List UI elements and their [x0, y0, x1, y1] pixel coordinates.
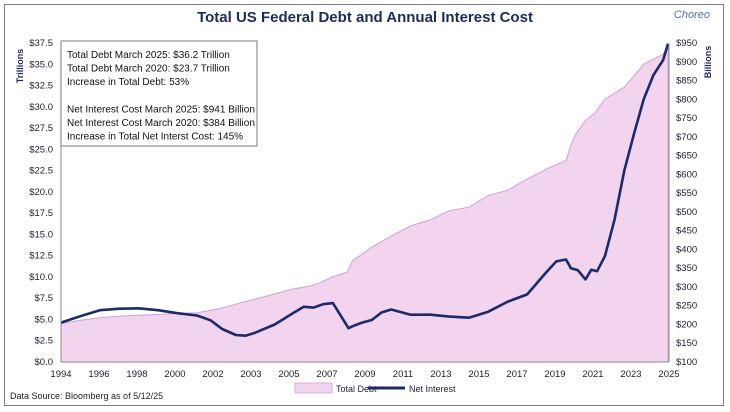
x-tick-label: 2000 — [164, 369, 185, 380]
right-axis-title: Billions — [703, 46, 713, 79]
right-tick-label: $300 — [676, 282, 697, 293]
left-tick-label: $37.5 — [29, 38, 53, 49]
right-tick-label: $450 — [676, 226, 697, 237]
right-tick-label: $350 — [676, 263, 697, 274]
left-tick-label: $2.5 — [35, 336, 54, 347]
right-tick-label: $800 — [676, 94, 697, 105]
annotation-line: Increase in Total Debt: 53% — [67, 77, 189, 88]
right-tick-label: $850 — [676, 76, 697, 87]
right-tick-label: $900 — [676, 57, 697, 68]
x-tick-label: 2007 — [316, 369, 337, 380]
annotation-line: Net Interest Cost March 2020: $384 Billi… — [67, 118, 255, 129]
left-tick-label: $12.5 — [29, 251, 53, 262]
x-tick-label: 2002 — [202, 369, 223, 380]
left-tick-label: $20.0 — [29, 187, 53, 198]
axes: $0.0 $2.5 $5.0 $7.5 $10.0 $12.5 $15.0 $17.5 $20.… — [15, 38, 713, 380]
x-tick-label: 2011 — [393, 369, 413, 380]
right-tick-label: $650 — [676, 151, 697, 162]
chart-title: Total US Federal Debt and Annual Interes… — [197, 9, 533, 26]
x-tick-label: 2017 — [506, 369, 527, 380]
series-total-debt-area — [60, 45, 669, 363]
x-tick-label: 2019 — [544, 369, 565, 380]
left-axis-title: Trillions — [15, 49, 25, 84]
annotation-line: Total Debt March 2025: $36.2 Trillion — [67, 50, 230, 61]
right-tick-label: $700 — [676, 132, 697, 143]
left-tick-label: $10.0 — [29, 272, 53, 283]
annotation-box: Total Debt March 2025: $36.2 Trillion Tot… — [60, 40, 258, 147]
x-tick-label: 1994 — [50, 369, 71, 380]
x-tick-label: 2013 — [430, 369, 451, 380]
x-tick-label: 2009 — [354, 369, 375, 380]
annotation-line: Increase in Total Net Interst Cost: 145% — [67, 132, 243, 143]
x-tick-label: 1998 — [126, 369, 147, 380]
legend-swatch-total-debt — [294, 382, 333, 394]
right-tick-label: $500 — [676, 207, 697, 218]
plot-area — [60, 43, 670, 363]
left-tick-label: $25.0 — [29, 144, 53, 155]
left-tick-label: $27.5 — [29, 123, 53, 134]
left-tick-label: $15.0 — [29, 229, 53, 240]
right-tick-label: $100 — [676, 357, 697, 368]
left-tick-label: $30.0 — [29, 102, 53, 113]
legend: Total Debt Net Interest — [294, 382, 456, 394]
right-tick-label: $200 — [676, 320, 697, 331]
left-tick-label: $5.0 — [35, 315, 54, 326]
left-tick-label: $7.5 — [35, 293, 54, 304]
right-tick-label: $750 — [676, 113, 697, 124]
data-source-note: Data Source: Bloomberg as of 5/12/25 — [10, 391, 164, 401]
legend-label-net-interest: Net Interest — [409, 384, 456, 394]
annotation-frame — [60, 40, 258, 147]
x-tick-label: 2021 — [582, 369, 603, 380]
right-tick-label: $250 — [676, 301, 697, 312]
left-tick-label: $35.0 — [29, 59, 53, 70]
left-tick-label: $17.5 — [29, 208, 53, 219]
x-tick-label: 2015 — [468, 369, 489, 380]
right-tick-label: $950 — [676, 38, 697, 49]
right-tick-label: $400 — [676, 244, 697, 255]
right-tick-label: $600 — [676, 169, 697, 180]
brand-logo: Choreo — [673, 9, 710, 21]
x-tick-label: 2023 — [620, 369, 641, 380]
left-tick-label: $32.5 — [29, 81, 53, 92]
left-tick-label: $0.0 — [35, 357, 54, 368]
right-tick-label: $550 — [676, 188, 697, 199]
right-tick-label: $150 — [676, 338, 697, 349]
x-tick-label: 2025 — [658, 369, 679, 380]
annotation-line: Total Debt March 2020: $23.7 Trillion — [67, 64, 230, 75]
annotation-line: Net Interest Cost March 2025: $941 Billi… — [67, 104, 255, 115]
series-net-interest-line — [60, 43, 670, 337]
left-tick-label: $22.5 — [29, 166, 53, 177]
legend-label-total-debt: Total Debt — [336, 384, 377, 394]
x-tick-label: 2003 — [240, 369, 261, 380]
x-tick-label: 2005 — [278, 369, 299, 380]
x-tick-label: 1996 — [88, 369, 109, 380]
